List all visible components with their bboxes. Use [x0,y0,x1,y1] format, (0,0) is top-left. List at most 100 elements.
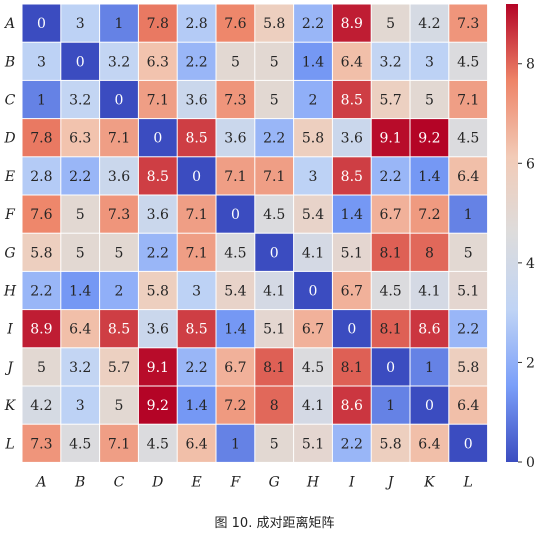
cell-value-label: 1.4 [185,398,207,414]
heatmap-cell [177,4,216,42]
heatmap-cell [255,195,294,233]
heatmap-cell [410,195,449,233]
heatmap-cell [255,4,294,42]
heatmap-cell [61,195,100,233]
cell-value-label: 6.7 [341,284,363,300]
cell-value-label: 6.4 [457,169,479,185]
heatmap-cell [22,424,61,462]
row-tick-label: G [4,245,15,261]
heatmap-cell [449,310,488,348]
cell-value-label: 5 [76,245,85,261]
cell-value-label: 5.1 [341,245,363,261]
figure-caption: 图 10. 成对距离矩阵 [214,516,335,531]
heatmap-cell [138,310,177,348]
heatmap-cell [216,4,255,42]
cell-value-label: 9.1 [147,360,169,376]
cell-value-label: 5.8 [263,16,285,32]
heatmap-cell [294,233,332,271]
heatmap-cell [177,386,216,424]
heatmap-cell [100,4,138,42]
heatmap-cell [371,42,410,80]
cell-value-label: 7.3 [108,207,130,223]
cell-value-label: 7.1 [185,245,207,261]
heatmap-cell [410,271,449,310]
heatmap-cell [371,195,410,233]
cell-value-label: 0 [270,245,279,261]
cell-value-label: 5 [425,93,434,109]
cell-value-label: 4.1 [302,398,324,414]
heatmap-cell [449,386,488,424]
heatmap-cell [177,348,216,386]
cell-value-label: 8 [270,398,279,414]
heatmap-cells [22,4,488,462]
cell-value-label: 5 [386,16,395,32]
column-tick-label: J [385,474,395,490]
cell-value-label: 5.7 [379,93,401,109]
heatmap-cell [100,271,138,310]
heatmap-cell [61,271,100,310]
cell-value-label: 5.1 [302,436,324,452]
heatmap-cell [177,424,216,462]
heatmap-cell [216,157,255,195]
column-tick-label: A [34,474,46,490]
heatmap-cell [255,119,294,157]
column-tick-label: I [348,474,355,490]
heatmap-cell [332,4,371,42]
cell-value-label: 1 [231,436,240,452]
heatmap-cell [332,386,371,424]
cell-value-label: 7.3 [30,436,52,452]
heatmap-cell [100,80,138,119]
cell-value-label: 1.4 [418,169,440,185]
heatmap-cell [22,195,61,233]
heatmap-cell [294,271,332,310]
cell-value-label: 4.5 [224,245,246,261]
cell-value-label: 1 [115,16,124,32]
column-tick-labels: A B C D E F G H I J K L [34,474,473,490]
cell-value-label: 3.6 [147,322,169,338]
heatmap-cell [138,424,177,462]
cell-value-label: 1 [464,207,473,223]
cell-value-label: 6.7 [379,207,401,223]
cell-value-label: 5 [270,436,279,452]
row-tick-labels: A B C D E F G H I J K L [3,16,17,452]
heatmap-cell [410,80,449,119]
cell-value-label: 1.4 [224,322,246,338]
row-tick-label: I [6,322,13,338]
heatmap-cell [177,42,216,80]
cell-value-label: 7.1 [263,169,285,185]
column-tick-label: C [114,474,125,490]
cell-value-label: 7.6 [30,207,52,223]
heatmap-cell [410,386,449,424]
heatmap-cell [332,271,371,310]
row-tick-label: E [4,169,15,185]
heatmap-cell [449,157,488,195]
cell-value-label: 3.6 [108,169,130,185]
cell-value-label: 0 [37,16,46,32]
cell-value-label: 9.2 [418,131,440,147]
cell-value-label: 6.3 [147,54,169,70]
cell-value-label: 0 [425,398,434,414]
heatmap-cell [216,424,255,462]
cell-value-label: 4.5 [379,284,401,300]
heatmap-cell [138,42,177,80]
cell-value-label: 8.5 [147,169,169,185]
cell-value-label: 8.5 [341,93,363,109]
heatmap-cell [449,80,488,119]
heatmap-cell [332,233,371,271]
cell-value-label: 8.6 [418,322,440,338]
heatmap-cell [22,310,61,348]
cell-value-label: 7.3 [224,93,246,109]
heatmap-cell [22,157,61,195]
heatmap-cell [371,424,410,462]
heatmap-cell [294,4,332,42]
cell-value-label: 1.4 [341,207,363,223]
heatmap-cell [61,348,100,386]
cell-value-label: 8.9 [341,16,363,32]
cell-value-label: 4.1 [263,284,285,300]
cell-value-label: 4.5 [457,54,479,70]
heatmap-cell [410,233,449,271]
column-tick-label: L [463,474,473,490]
cell-value-label: 1 [425,360,434,376]
cell-value-label: 0 [192,169,201,185]
